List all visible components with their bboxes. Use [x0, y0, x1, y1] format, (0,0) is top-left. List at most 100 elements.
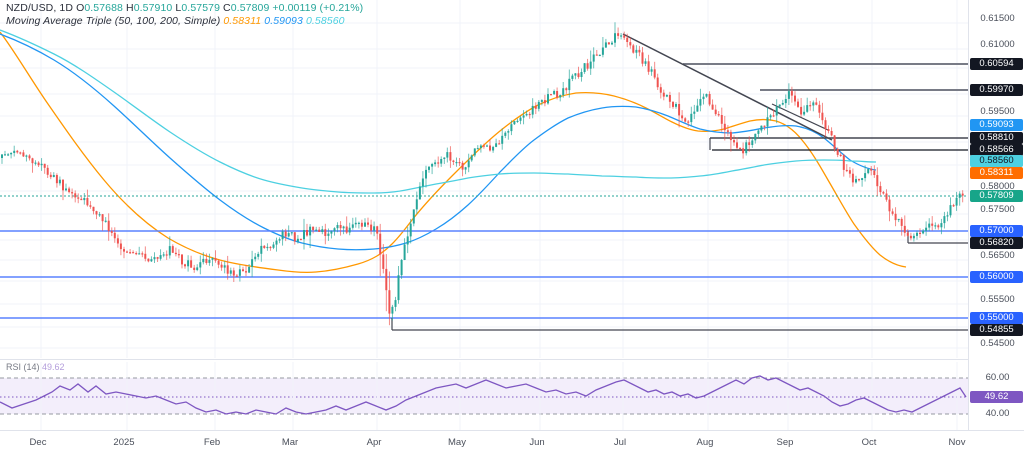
candle-body[interactable]: [55, 175, 58, 184]
candle-body[interactable]: [836, 148, 839, 155]
time-scale[interactable]: Dec 2025 Feb Mar Apr May Jun Jul Aug Sep Oct Nov: [0, 430, 1024, 456]
candle-body[interactable]: [251, 259, 254, 267]
candle-body[interactable]: [10, 153, 13, 155]
candle-body[interactable]: [562, 88, 565, 96]
candle-body[interactable]: [333, 228, 336, 232]
candle-body[interactable]: [303, 230, 305, 240]
candle-body[interactable]: [52, 175, 55, 177]
candle-body[interactable]: [528, 113, 531, 116]
candle-body[interactable]: [894, 213, 897, 221]
candle-body[interactable]: [656, 77, 659, 88]
candle-body[interactable]: [168, 246, 171, 256]
candle-body[interactable]: [641, 52, 644, 64]
candle-body[interactable]: [598, 54, 601, 56]
rsi-pane[interactable]: RSI (14) 49.62: [0, 362, 968, 430]
price-pane[interactable]: [0, 0, 968, 358]
candle-body[interactable]: [229, 270, 232, 274]
candle-body[interactable]: [199, 262, 202, 268]
candle-body[interactable]: [543, 100, 546, 104]
candle-body[interactable]: [604, 42, 607, 48]
candle-body[interactable]: [360, 222, 363, 227]
candle-body[interactable]: [830, 131, 833, 136]
candle-body[interactable]: [775, 106, 778, 116]
candle-body[interactable]: [678, 104, 681, 116]
candle-body[interactable]: [46, 167, 49, 175]
candle-body[interactable]: [705, 94, 708, 97]
candle-body[interactable]: [534, 105, 537, 109]
candle-body[interactable]: [248, 267, 251, 273]
candle-body[interactable]: [644, 61, 647, 64]
candle-body[interactable]: [903, 225, 906, 233]
candle-body[interactable]: [739, 147, 742, 149]
candle-body[interactable]: [202, 258, 205, 263]
price-pill-0-56820[interactable]: 0.56820: [970, 237, 1023, 249]
candle-body[interactable]: [351, 224, 354, 228]
price-pill-0-55000[interactable]: 0.55000: [970, 312, 1023, 324]
candle-body[interactable]: [699, 99, 702, 106]
candle-body[interactable]: [751, 140, 754, 145]
candle-body[interactable]: [144, 253, 147, 259]
candle-body[interactable]: [406, 236, 409, 245]
candle-body[interactable]: [842, 155, 845, 170]
candle-body[interactable]: [900, 218, 903, 226]
candle-body[interactable]: [113, 232, 116, 239]
candle-body[interactable]: [184, 264, 186, 267]
candle-body[interactable]: [882, 192, 885, 194]
candle-body[interactable]: [223, 265, 226, 268]
candle-body[interactable]: [851, 173, 854, 183]
candle-body[interactable]: [217, 260, 220, 265]
candle-body[interactable]: [589, 61, 592, 69]
candle-body[interactable]: [525, 113, 528, 116]
candle-body[interactable]: [885, 193, 888, 200]
candle-body[interactable]: [129, 252, 132, 254]
candle-body[interactable]: [312, 226, 315, 231]
candle-body[interactable]: [607, 42, 610, 45]
candle-body[interactable]: [684, 118, 687, 122]
price-pill-0-58566[interactable]: 0.58566: [970, 144, 1023, 156]
candle-body[interactable]: [220, 264, 223, 268]
candle-body[interactable]: [614, 33, 616, 43]
candle-body[interactable]: [7, 154, 10, 156]
candle-body[interactable]: [708, 94, 711, 105]
candle-body[interactable]: [717, 114, 720, 116]
candle-body[interactable]: [754, 133, 757, 141]
candle-body[interactable]: [800, 106, 803, 115]
candle-body[interactable]: [537, 101, 540, 109]
candle-body[interactable]: [711, 104, 714, 110]
candle-body[interactable]: [376, 226, 379, 234]
candle-body[interactable]: [22, 152, 25, 157]
candle-body[interactable]: [461, 162, 464, 170]
candle-body[interactable]: [431, 164, 434, 167]
candle-body[interactable]: [364, 222, 366, 227]
candle-body[interactable]: [565, 88, 568, 91]
candle-body[interactable]: [40, 163, 43, 166]
candle-body[interactable]: [928, 223, 931, 228]
candle-body[interactable]: [71, 192, 74, 194]
candle-body[interactable]: [123, 249, 125, 252]
candle-body[interactable]: [794, 95, 796, 102]
candle-body[interactable]: [382, 254, 385, 269]
candle-body[interactable]: [815, 102, 818, 105]
candle-body[interactable]: [501, 135, 504, 144]
candle-body[interactable]: [937, 225, 940, 228]
candle-body[interactable]: [80, 198, 83, 201]
candle-body[interactable]: [4, 154, 6, 156]
candle-body[interactable]: [190, 260, 193, 268]
candle-body[interactable]: [58, 179, 61, 184]
candle-body[interactable]: [629, 42, 632, 46]
candle-body[interactable]: [912, 235, 915, 239]
candlestick-series[interactable]: [1, 22, 964, 326]
candle-body[interactable]: [916, 232, 918, 236]
candle-body[interactable]: [797, 101, 799, 107]
candle-body[interactable]: [196, 267, 199, 270]
candle-body[interactable]: [681, 115, 684, 119]
candle-body[interactable]: [367, 222, 369, 225]
candle-body[interactable]: [171, 246, 174, 253]
candle-body[interactable]: [726, 130, 729, 132]
candle-body[interactable]: [238, 269, 241, 276]
candle-body[interactable]: [245, 271, 247, 273]
candle-body[interactable]: [864, 173, 867, 179]
candle-body[interactable]: [126, 251, 128, 253]
candle-body[interactable]: [147, 258, 150, 262]
candle-body[interactable]: [232, 270, 235, 276]
